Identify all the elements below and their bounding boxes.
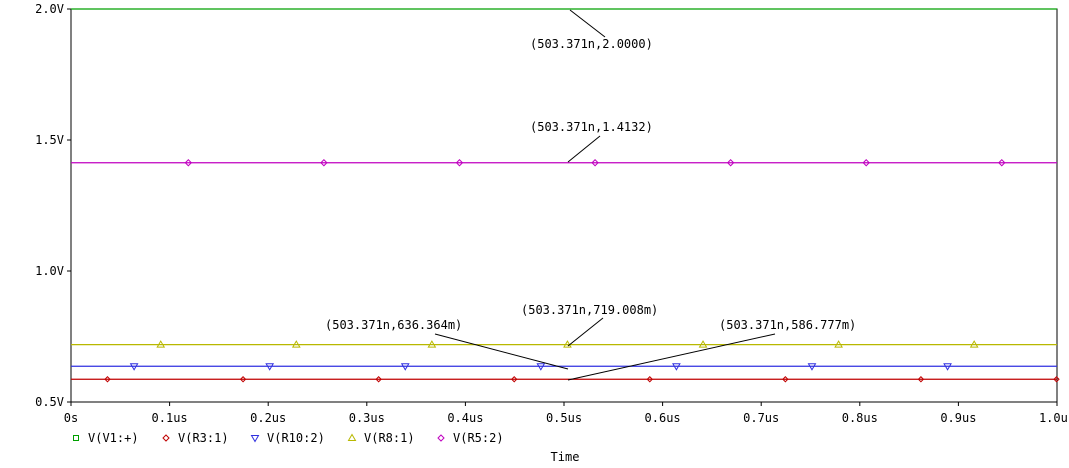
series-marker xyxy=(265,363,275,371)
series-marker xyxy=(591,159,599,167)
annotation-leader xyxy=(567,317,604,347)
legend-label: V(R5:2) xyxy=(453,431,504,445)
series-v-r10-2- xyxy=(71,363,1057,371)
cursor-annotation: (503.371n,636.364m) xyxy=(325,318,569,370)
series-marker xyxy=(726,159,735,167)
annotation-leader xyxy=(434,333,569,370)
series-marker xyxy=(510,376,518,383)
x-tick-label: 0.6us xyxy=(645,411,681,425)
y-tick-label: 1.0V xyxy=(35,264,64,278)
legend-marker xyxy=(73,435,79,441)
annotation-layer: (503.371n,2.0000) (503.371n,1.4132) (503.3… xyxy=(325,9,856,381)
x-tick-label: 0.5us xyxy=(546,411,582,425)
annotation-label: (503.371n,636.364m) xyxy=(325,318,462,332)
x-tick-label: 1.0us xyxy=(1039,411,1069,425)
series-marker xyxy=(129,363,139,371)
plot-area xyxy=(70,8,1058,403)
series-v-r3-1- xyxy=(71,376,1060,383)
series-marker xyxy=(698,340,708,348)
series-marker xyxy=(400,363,410,371)
x-axis-label: Time xyxy=(551,450,580,464)
series-marker xyxy=(834,340,843,348)
legend-marker xyxy=(437,434,445,442)
y-tick-label: 1.5V xyxy=(35,133,64,147)
series-marker xyxy=(672,363,681,371)
x-tick-label: 0.3us xyxy=(349,411,385,425)
legend-item[interactable]: V(R10:2) xyxy=(250,431,325,445)
legend-item[interactable]: V(R3:1) xyxy=(162,431,229,445)
plot-frame xyxy=(70,8,1058,403)
series-marker xyxy=(156,340,166,348)
legend-label: V(V1:+) xyxy=(88,431,139,445)
series-marker xyxy=(291,340,301,348)
x-tick-label: 0.2us xyxy=(250,411,286,425)
series-marker xyxy=(563,340,572,348)
series-marker xyxy=(184,159,193,167)
series-layer xyxy=(71,8,1060,383)
series-marker xyxy=(862,159,870,167)
series-marker xyxy=(998,159,1006,167)
series-marker xyxy=(646,376,653,383)
x-tick-label: 0s xyxy=(64,411,78,425)
series-marker xyxy=(917,376,925,383)
legend-label: V(R10:2) xyxy=(267,431,325,445)
series-marker xyxy=(427,340,437,348)
legend-marker xyxy=(347,433,357,441)
legend-item[interactable]: V(V1:+) xyxy=(73,431,139,445)
series-marker xyxy=(782,376,789,383)
annotation-label: (503.371n,2.0000) xyxy=(530,37,653,51)
series-v-r8-1- xyxy=(71,340,1057,348)
series-marker xyxy=(239,376,247,383)
legend-label: V(R3:1) xyxy=(178,431,229,445)
series-marker xyxy=(536,363,546,371)
annotation-label: (503.371n,719.008m) xyxy=(521,303,658,317)
legend[interactable]: V(V1:+) V(R3:1) V(R10:2) V(R8:1) V(R5:2) xyxy=(73,431,504,445)
cursor-annotation: (503.371n,1.4132) xyxy=(530,120,653,163)
series-marker xyxy=(943,363,952,371)
series-marker xyxy=(320,159,328,167)
annotation-leader xyxy=(567,333,776,381)
axis-layer: 0s 0.1us 0.2us 0.3us 0.4us 0.5us 0.6us 0.7us 0.8… xyxy=(35,2,1069,425)
x-tick-label: 0.9us xyxy=(940,411,976,425)
x-tick-label: 0.4us xyxy=(447,411,483,425)
series-marker xyxy=(1053,376,1060,383)
series-marker xyxy=(455,159,464,167)
legend-marker xyxy=(250,435,260,443)
x-tick-label: 0.7us xyxy=(743,411,779,425)
cursor-annotation: (503.371n,719.008m) xyxy=(521,303,658,347)
series-marker xyxy=(104,376,111,383)
annotation-label: (503.371n,1.4132) xyxy=(530,120,653,134)
cursor-annotation: (503.371n,586.777m) xyxy=(567,318,856,381)
legend-marker xyxy=(162,434,170,442)
cursor-annotation: (503.371n,2.0000) xyxy=(530,9,653,51)
legend-item[interactable]: V(R5:2) xyxy=(437,431,504,445)
legend-item[interactable]: V(R8:1) xyxy=(347,431,415,445)
legend-label: V(R8:1) xyxy=(364,431,415,445)
x-tick-label: 0.8us xyxy=(842,411,878,425)
annotation-leader xyxy=(569,9,606,38)
x-tick-label: 0.1us xyxy=(152,411,188,425)
series-marker xyxy=(807,363,817,371)
y-tick-label: 2.0V xyxy=(35,2,64,16)
series-marker xyxy=(969,340,979,348)
series-v-r5-2- xyxy=(71,159,1057,167)
annotation-leader xyxy=(567,135,601,163)
y-tick-label: 0.5V xyxy=(35,395,64,409)
series-marker xyxy=(375,376,382,383)
annotation-label: (503.371n,586.777m) xyxy=(719,318,856,332)
